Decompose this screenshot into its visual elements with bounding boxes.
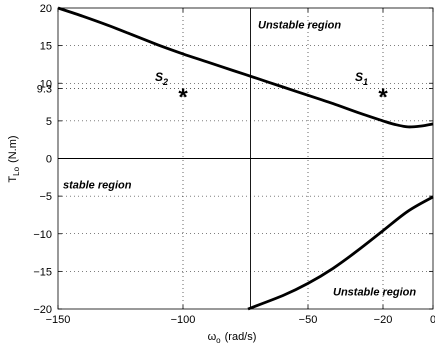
x-tick-label: 0 — [430, 314, 435, 326]
point-label-s2: S2 — [155, 70, 168, 87]
point-label-subscript: 2 — [162, 77, 168, 87]
series-line-2 — [247, 195, 434, 311]
x-tick-label: −100 — [171, 314, 196, 326]
y-tick-label: 20 — [40, 3, 52, 15]
series-line-1 — [57, 6, 434, 129]
y-axis-label-unit: (N.m) — [7, 135, 19, 163]
y-tick-label: 5 — [46, 116, 52, 128]
region-label: stable region — [63, 180, 132, 192]
y-axis-label-subscript: Lo — [12, 166, 21, 175]
x-axis-label-unit: (rad/s) — [225, 331, 257, 343]
region-label: Unstable region — [258, 19, 341, 31]
reference-lines — [58, 8, 433, 309]
y-tick-label: 15 — [40, 41, 52, 53]
x-axis-label: ωo (rad/s) — [208, 331, 257, 345]
y-tick-label: −20 — [33, 304, 52, 316]
y-tick-label: 0 — [46, 154, 52, 166]
point-label-subscript: 1 — [363, 77, 368, 87]
y-tick-label: −5 — [39, 191, 52, 203]
annotations: Unstable region stable region Unstable reg… — [63, 19, 416, 298]
point-marker-s2: * — [178, 84, 188, 111]
operating-points: * S2 * S1 — [155, 70, 388, 111]
y-axis-label: TLo(N.m) — [7, 135, 21, 182]
x-tick-label: −150 — [46, 314, 71, 326]
y-tick-label: −15 — [33, 266, 52, 278]
point-marker-s1: * — [378, 84, 388, 111]
x-tick-label: −20 — [374, 314, 393, 326]
y-tick-label: −10 — [33, 229, 52, 241]
x-axis-label-subscript: o — [216, 336, 221, 345]
y-tick-label: 9.3 — [37, 84, 52, 96]
x-tick-label: −50 — [299, 314, 318, 326]
point-label-s1: S1 — [355, 70, 368, 87]
region-label: Unstable region — [333, 286, 416, 298]
y-tick-label: 10 — [40, 78, 52, 90]
series — [57, 6, 434, 311]
